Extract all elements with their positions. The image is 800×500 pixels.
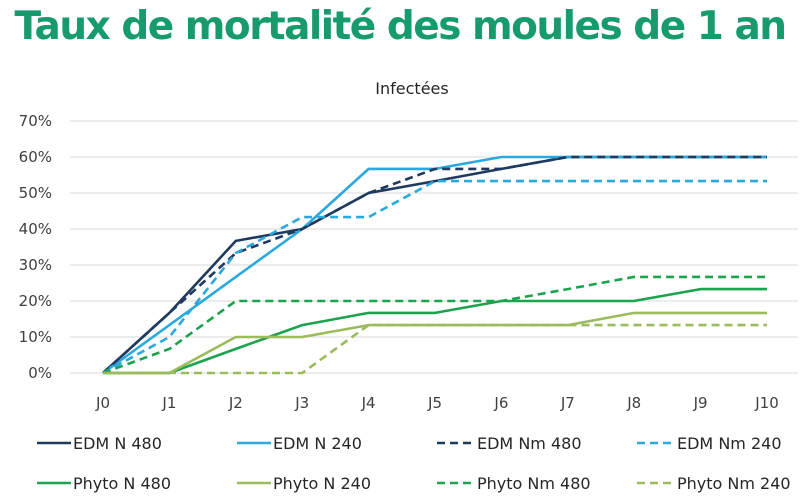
chart-subtitle: Infectées (375, 79, 448, 98)
y-tick-label: 10% (19, 328, 52, 346)
series-line-edm-nm-240 (102, 179, 767, 375)
legend-label: Phyto N 240 (273, 474, 371, 493)
series-line-phyto-n-240 (103, 311, 767, 375)
legend-label: Phyto Nm 480 (477, 474, 591, 493)
legend-label: Phyto N 480 (73, 474, 171, 493)
legend-label: EDM N 480 (73, 434, 162, 453)
legend-item: EDM N 240 (237, 434, 362, 453)
series-line-phyto-n-480 (103, 287, 767, 375)
legend-item: Phyto Nm 480 (437, 474, 591, 493)
chart-title: Taux de mortalité des moules de 1 an (14, 4, 787, 49)
x-tick-label: J3 (294, 394, 309, 412)
x-tick-label: J8 (626, 394, 641, 412)
x-tick-label: J9 (693, 394, 708, 412)
series-line-edm-nm-480 (102, 155, 767, 374)
legend-label: EDM Nm 240 (677, 434, 782, 453)
legend-item: Phyto Nm 240 (637, 474, 791, 493)
series-line-phyto-nm-480 (102, 275, 767, 375)
y-tick-label: 30% (19, 256, 52, 274)
y-tick-label: 20% (19, 292, 52, 310)
legend: EDM N 480 EDM N 240 EDM Nm 480 EDM Nm 240 Ph… (37, 434, 791, 493)
legend-item: EDM Nm 480 (437, 434, 582, 453)
x-tick-label: J6 (493, 394, 508, 412)
gridlines (70, 120, 798, 374)
y-tick-label: 40% (19, 220, 52, 238)
legend-item: Phyto N 480 (37, 474, 171, 493)
series-line-phyto-nm-240 (103, 323, 767, 375)
x-tick-label: J10 (754, 394, 779, 412)
x-axis-ticks: J0 J1 J2 J3 J4 J5 J6 J7 J8 J9 J10 (95, 394, 779, 412)
y-tick-label: 50% (19, 184, 52, 202)
x-tick-label: J4 (361, 394, 376, 412)
y-tick-label: 70% (19, 112, 52, 130)
x-tick-label: J1 (161, 394, 176, 412)
legend-item: Phyto N 240 (237, 474, 371, 493)
x-tick-label: J5 (427, 394, 442, 412)
y-axis-ticks: 0% 10% 20% 30% 40% 50% 60% 70% (19, 112, 52, 382)
legend-label: EDM Nm 480 (477, 434, 582, 453)
series-lines (102, 155, 767, 375)
x-tick-label: J0 (95, 394, 110, 412)
legend-label: EDM N 240 (273, 434, 362, 453)
legend-item: EDM N 480 (37, 434, 162, 453)
x-tick-label: J2 (228, 394, 243, 412)
x-tick-label: J7 (560, 394, 575, 412)
legend-item: EDM Nm 240 (637, 434, 782, 453)
legend-label: Phyto Nm 240 (677, 474, 791, 493)
y-tick-label: 0% (28, 364, 52, 382)
y-tick-label: 60% (19, 148, 52, 166)
